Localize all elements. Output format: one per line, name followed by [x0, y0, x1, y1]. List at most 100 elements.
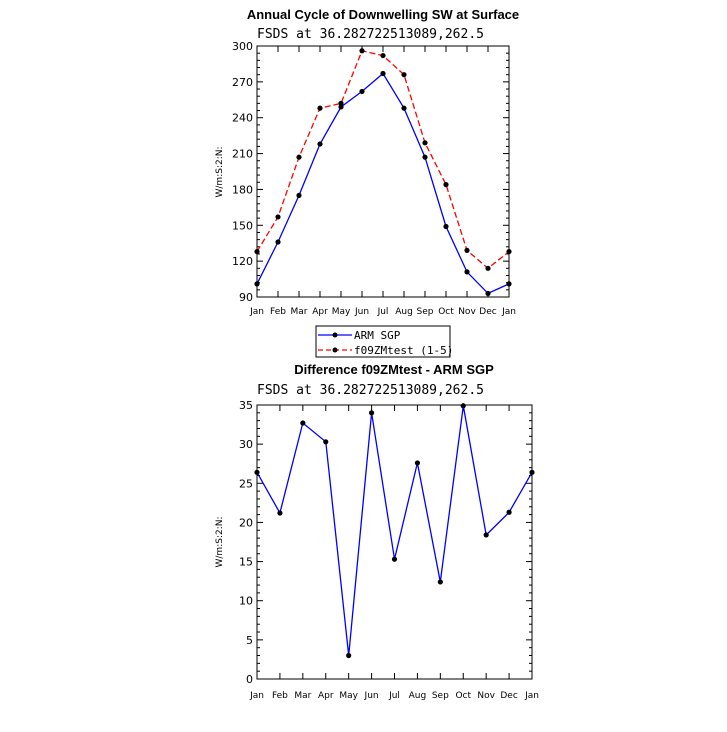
data-point [346, 652, 352, 659]
y-tick-label: 20 [239, 516, 253, 529]
data-point [275, 214, 281, 220]
y-tick-label: 120 [232, 255, 253, 268]
x-tick-label: Mar [291, 307, 308, 317]
legend-label-model: f09ZMtest (1-5) [354, 344, 453, 357]
x-tick-label: Jun [364, 691, 379, 701]
x-tick-label: May [339, 691, 358, 701]
chart-subtitle: FSDS at 36.282722513089,262.5 [257, 383, 484, 398]
data-point [338, 100, 344, 106]
data-point [380, 52, 386, 59]
data-point [296, 154, 302, 160]
y-tick-label: 180 [232, 183, 253, 196]
y-axis-label: W/m:S:2:N: [215, 517, 225, 568]
data-point [485, 265, 491, 271]
x-tick-label: Jan [249, 691, 264, 701]
chart-title: Difference f09ZMtest - ARM SGP [294, 362, 494, 377]
data-point [359, 88, 365, 95]
x-tick-label: Oct [455, 691, 471, 701]
legend-label-arm: ARM SGP [354, 329, 401, 342]
y-tick-label: 210 [232, 148, 253, 161]
x-tick-label: Sep [432, 691, 449, 701]
legend-marker-model [332, 347, 338, 353]
x-tick-label: Feb [272, 691, 288, 701]
y-tick-label: 25 [239, 477, 253, 490]
y-tick-label: 90 [239, 291, 253, 304]
y-tick-label: 30 [239, 438, 253, 451]
x-tick-label: Mar [294, 691, 311, 701]
data-point [401, 72, 407, 78]
data-point [338, 104, 344, 110]
data-point [460, 403, 466, 409]
data-point [506, 248, 512, 255]
data-point [323, 439, 329, 445]
data-point [275, 239, 281, 245]
data-point [277, 510, 283, 516]
x-tick-label: Apr [318, 691, 334, 701]
legend: ARM SGP f09ZMtest (1-5) [315, 325, 453, 358]
data-point [401, 105, 407, 111]
x-tick-label: Dec [500, 691, 517, 701]
x-tick-label: Dec [479, 307, 496, 317]
series-line-2 [256, 50, 510, 270]
x-tick-label: Nov [477, 691, 495, 701]
x-tick-label: Apr [312, 307, 328, 317]
data-point [483, 532, 489, 538]
x-tick-label: Jun [354, 307, 369, 317]
y-tick-label: 35 [239, 399, 253, 412]
data-point [254, 281, 260, 287]
legend-marker-arm [332, 332, 338, 338]
data-point [464, 269, 470, 275]
x-tick-label: Aug [395, 307, 413, 317]
data-point [485, 290, 491, 297]
series-line-1 [256, 72, 510, 295]
y-tick-label: 150 [232, 219, 253, 232]
x-tick-label: Jul [388, 691, 400, 701]
data-point [368, 410, 375, 416]
x-tick-label: Feb [270, 307, 286, 317]
x-tick-label: Jan [501, 307, 516, 317]
data-point [464, 247, 470, 253]
y-tick-label: 5 [246, 634, 253, 647]
x-tick-label: Jul [377, 307, 389, 317]
data-point [380, 70, 386, 77]
data-point [443, 182, 449, 188]
y-tick-label: 15 [239, 556, 253, 569]
data-point [317, 105, 323, 111]
series-line-1 [256, 405, 533, 656]
data-point [506, 281, 512, 287]
y-tick-label: 300 [232, 40, 253, 53]
x-tick-label: Nov [458, 307, 476, 317]
x-tick-label: Sep [417, 307, 434, 317]
data-point [529, 469, 535, 475]
data-point [300, 420, 306, 426]
data-point [414, 460, 421, 466]
x-tick-label: Aug [409, 691, 427, 701]
x-tick-label: Jan [249, 307, 264, 317]
data-point [443, 223, 449, 230]
data-point [437, 579, 443, 585]
data-point [391, 556, 398, 562]
y-tick-label: 10 [239, 595, 253, 608]
data-point [296, 192, 302, 199]
panel-difference: Difference f09ZMtest - ARM SGP FSDS at 3… [215, 362, 539, 701]
x-tick-label: Oct [438, 307, 454, 317]
y-tick-label: 240 [232, 112, 253, 125]
plot-frame [256, 45, 510, 298]
data-point [422, 154, 428, 160]
y-tick-label: 270 [232, 76, 253, 89]
data-point [254, 469, 260, 475]
legend-box [315, 325, 451, 358]
chart-title: Annual Cycle of Downwelling SW at Surfac… [247, 7, 519, 22]
x-tick-label: Jan [524, 691, 539, 701]
data-point [506, 509, 512, 515]
data-point [359, 48, 365, 54]
plot-frame [256, 404, 533, 680]
x-tick-label: May [332, 307, 351, 317]
panel-annual-cycle: Annual Cycle of Downwelling SW at Surfac… [215, 7, 519, 317]
chart-subtitle: FSDS at 36.282722513089,262.5 [257, 27, 484, 42]
data-point [317, 141, 323, 147]
data-point [254, 248, 260, 255]
y-tick-label: 0 [246, 673, 253, 686]
